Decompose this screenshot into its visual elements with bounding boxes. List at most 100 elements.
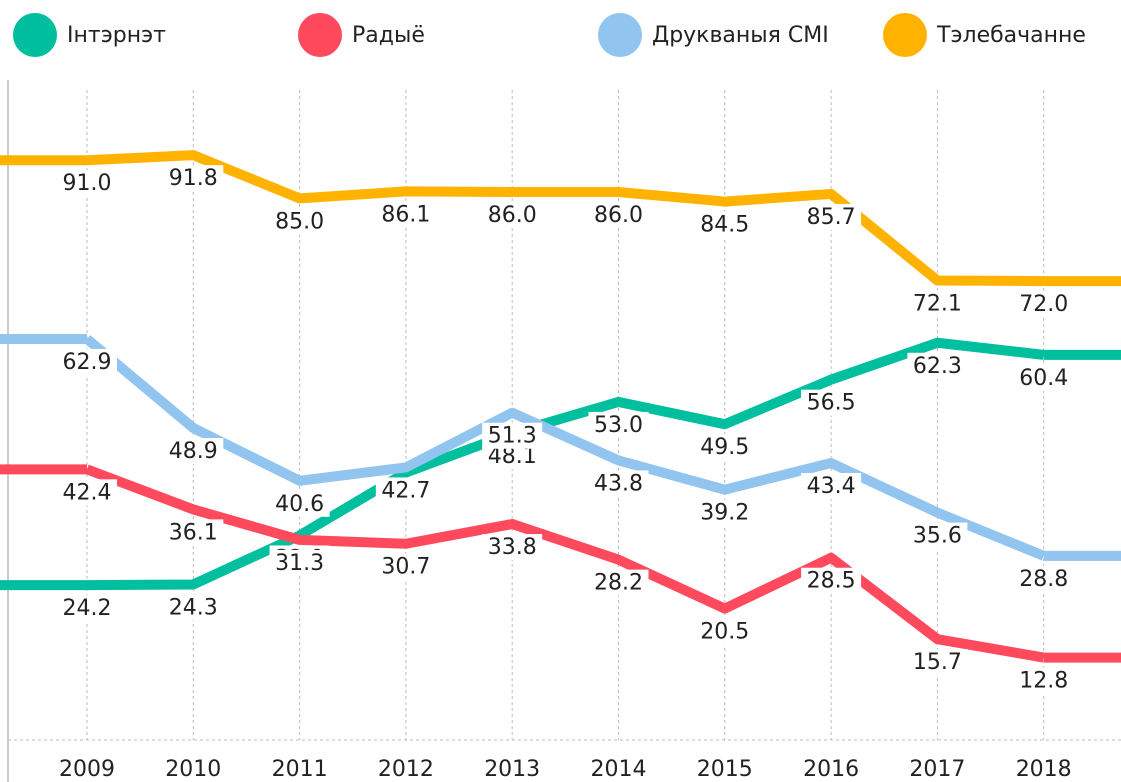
data-label-bg — [907, 522, 968, 549]
x-tick-label: 2013 — [484, 757, 540, 782]
data-label-group: 28.5 — [801, 567, 862, 594]
data-label-bg — [269, 490, 330, 517]
data-label-group: 15.7 — [907, 649, 968, 676]
data-label-bg — [269, 208, 330, 235]
data-label-group: 72.1 — [907, 290, 968, 317]
data-label: 62.9 — [63, 350, 112, 375]
data-label: 36.1 — [169, 520, 218, 545]
data-label-group: 28.8 — [1013, 565, 1074, 592]
data-label-bg — [163, 519, 224, 546]
data-label-bg — [801, 389, 862, 416]
data-label: 30.7 — [381, 555, 430, 580]
x-tick-label: 2014 — [591, 757, 647, 782]
data-label: 85.0 — [275, 209, 324, 234]
data-label-bg — [801, 567, 862, 594]
legend-swatch — [598, 13, 642, 57]
x-tick-label: 2017 — [909, 757, 965, 782]
series-line — [85, 464, 1045, 663]
data-label-group: 85.0 — [269, 208, 330, 235]
data-label: 24.2 — [63, 596, 112, 621]
x-tick-label: 2011 — [272, 757, 328, 782]
data-label-group: 86.0 — [588, 202, 649, 229]
data-label: 60.4 — [1019, 366, 1068, 391]
data-label-bg — [163, 165, 224, 192]
data-label-bg — [588, 202, 649, 229]
data-label: 24.3 — [169, 595, 218, 620]
data-label-group: 31.3 — [269, 549, 330, 576]
series-line — [86, 150, 1044, 287]
data-label-bg — [269, 549, 330, 576]
data-label-bg — [163, 437, 224, 464]
data-label-bg — [588, 411, 649, 438]
data-label: 28.5 — [807, 569, 856, 594]
data-label-bg — [694, 499, 755, 526]
data-label-group: 33.8 — [482, 534, 543, 561]
series-line — [86, 337, 1045, 591]
data-label-bg — [57, 348, 117, 375]
data-label: 42.4 — [63, 480, 112, 505]
data-label-group: 24.2 — [57, 595, 117, 622]
data-label: 12.8 — [1019, 669, 1068, 694]
data-label-bg — [1013, 667, 1074, 694]
data-label-bg — [57, 479, 117, 506]
data-label-group: 56.5 — [801, 389, 862, 416]
data-label: 15.7 — [913, 650, 962, 675]
data-label-group: 35.6 — [907, 522, 968, 549]
data-label-bg — [1013, 565, 1074, 592]
data-label: 91.8 — [169, 166, 218, 191]
data-label: 20.5 — [700, 620, 749, 645]
data-label-group: 43.4 — [801, 472, 862, 499]
data-label-bg — [482, 422, 543, 449]
data-label: 53.0 — [594, 413, 643, 438]
data-label-group: 91.0 — [57, 170, 117, 197]
data-label: 62.3 — [913, 354, 962, 379]
data-label-group: 91.8 — [163, 165, 224, 192]
data-label-group: 72.0 — [1013, 291, 1074, 318]
data-label-group: 86.1 — [375, 201, 436, 228]
data-label-group: 40.6 — [269, 490, 330, 517]
data-label-group: 20.5 — [694, 618, 755, 645]
data-label: 28.8 — [1019, 567, 1068, 592]
data-label-bg — [375, 477, 436, 504]
data-label-group: 43.8 — [588, 470, 649, 497]
data-label-group: 62.3 — [907, 352, 968, 379]
data-label-group: 60.4 — [1013, 364, 1074, 391]
legend-label: Тэлебачанне — [936, 23, 1086, 48]
data-label: 40.6 — [275, 492, 324, 517]
data-label: 56.5 — [807, 391, 856, 416]
x-tick-label: 2015 — [697, 757, 753, 782]
data-label: 72.0 — [1019, 292, 1068, 317]
data-label-group: 51.3 — [482, 422, 543, 449]
data-label-group: 36.1 — [163, 519, 224, 546]
data-label-bg — [375, 553, 436, 580]
data-label: 35.6 — [913, 524, 962, 549]
data-label-bg — [801, 472, 862, 499]
data-label-bg — [801, 203, 862, 230]
data-label-group: 85.7 — [801, 203, 862, 230]
data-label-group: 39.2 — [694, 499, 755, 526]
data-label-bg — [694, 434, 755, 461]
data-label-bg — [57, 170, 117, 197]
data-label-group: 86.0 — [482, 202, 543, 229]
data-label: 86.1 — [381, 202, 430, 227]
data-label: 51.3 — [488, 424, 537, 449]
data-label: 39.2 — [700, 501, 749, 526]
data-label-bg — [588, 470, 649, 497]
data-label-group: 62.9 — [57, 348, 117, 375]
data-label: 43.4 — [807, 474, 856, 499]
data-label-bg — [694, 211, 755, 238]
data-label: 28.2 — [594, 571, 643, 596]
data-label: 72.1 — [913, 291, 962, 316]
data-label: 86.0 — [488, 203, 537, 228]
data-label-bg — [375, 201, 436, 228]
data-label: 84.5 — [700, 213, 749, 238]
data-label-group: 30.7 — [375, 553, 436, 580]
data-label-bg — [907, 649, 968, 676]
legend-label: Радыё — [352, 23, 425, 48]
data-label-group: 53.0 — [588, 411, 649, 438]
data-label: 91.0 — [63, 171, 112, 196]
x-tick-label: 2018 — [1016, 757, 1072, 782]
x-tick-label: 2010 — [165, 757, 221, 782]
data-label-bg — [694, 618, 755, 645]
